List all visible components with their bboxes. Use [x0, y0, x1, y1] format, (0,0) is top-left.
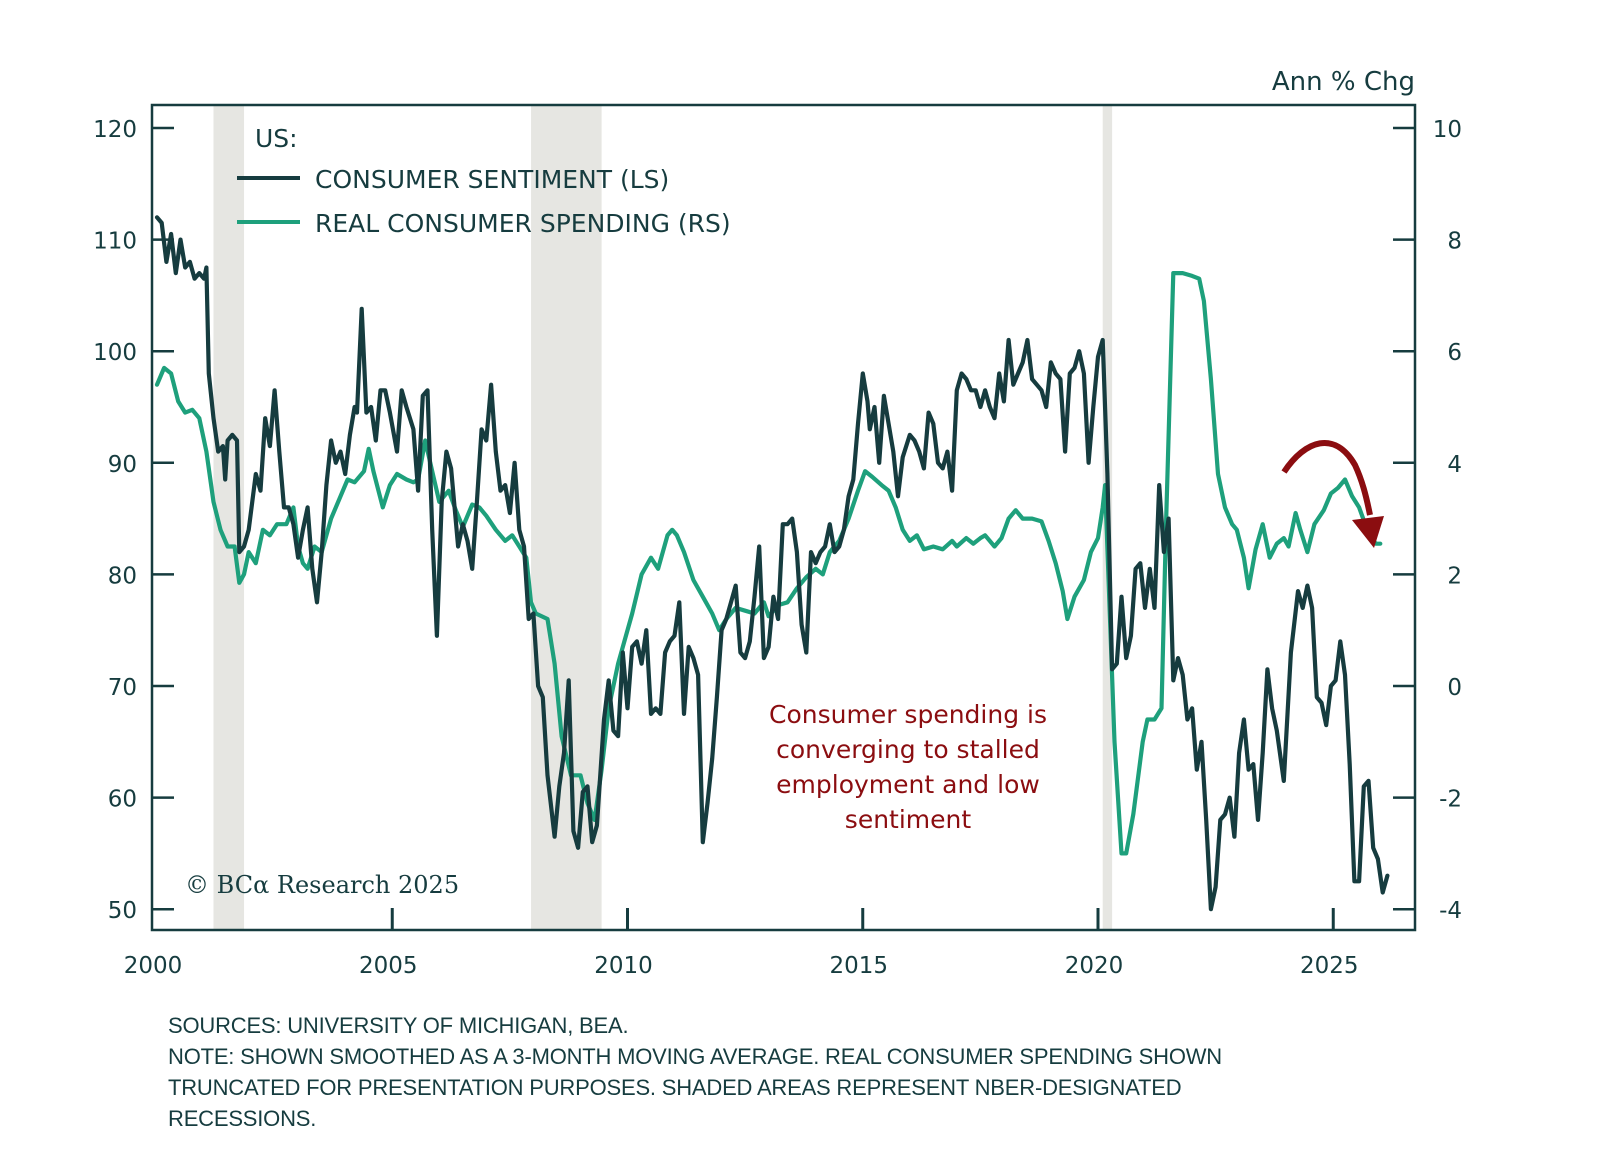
y-right-tick-label: 0: [1447, 675, 1462, 701]
y-left-tick-label: 90: [108, 452, 137, 478]
annotation-line: converging to stalled: [776, 735, 1040, 764]
y-right-tick-label: 2: [1447, 563, 1462, 589]
annotation-arrow: [1281, 440, 1384, 548]
watermark: © BCα Research 2025: [185, 871, 459, 899]
y-right-tick-label: 4: [1447, 452, 1462, 478]
annotation-line: Consumer spending is: [769, 700, 1047, 729]
x-tick-label: 2020: [1065, 953, 1124, 979]
y-left-tick-label: 80: [108, 563, 137, 589]
y-right-tick-label: 10: [1433, 117, 1462, 143]
y-left-tick-label: 50: [108, 898, 137, 924]
plot-frame: [150, 103, 1417, 932]
y-left-tick-label: 100: [93, 340, 137, 366]
legend-label-spending: REAL CONSUMER SPENDING (RS): [315, 209, 731, 238]
arrow-curve: [1281, 440, 1373, 516]
y-left-tick-label: 120: [93, 117, 137, 143]
legend-header: US:: [255, 124, 298, 153]
x-tick-label: 2000: [124, 953, 183, 979]
note-line: RECESSIONS.: [168, 1106, 317, 1131]
right-axis-unit-label: Ann % Chg: [1272, 67, 1415, 97]
series-lines: [154, 215, 1390, 912]
x-tick-label: 2015: [829, 953, 888, 979]
y-left-tick-label: 110: [93, 229, 137, 255]
annotation-line: sentiment: [845, 805, 972, 834]
chart: 120 110 100 90 80 70 60 50 10 8 6 4 2 0 -2 -4 2000 2005 20…: [93, 67, 1462, 979]
y-left-tick-label: 70: [108, 675, 137, 701]
note-line: TRUNCATED FOR PRESENTATION PURPOSES. SHA…: [168, 1075, 1182, 1100]
x-tick-label: 2010: [594, 953, 653, 979]
series-line-consumer-sentiment: [154, 215, 1390, 912]
annotation-line: employment and low: [776, 770, 1040, 799]
note-line: NOTE: SHOWN SMOOTHED AS A 3-MONTH MOVING…: [168, 1044, 1222, 1069]
y-right-tick-label: 6: [1447, 340, 1462, 366]
y-right-tick-label: -2: [1439, 787, 1462, 813]
legend: US: CONSUMER SENTIMENT (LS) REAL CONSUME…: [237, 124, 731, 238]
x-tick-label: 2005: [359, 953, 418, 979]
y-left-tick-label: 60: [108, 787, 137, 813]
legend-label-sentiment: CONSUMER SENTIMENT (LS): [315, 165, 669, 194]
y-right-tick-label: -4: [1439, 898, 1462, 924]
x-tick-label: 2025: [1300, 953, 1359, 979]
sources-text: SOURCES: UNIVERSITY OF MICHIGAN, BEA.: [168, 1013, 629, 1038]
annotation-text: Consumer spending is converging to stall…: [769, 700, 1047, 834]
arrow-head-icon: [1352, 516, 1384, 548]
footer: SOURCES: UNIVERSITY OF MICHIGAN, BEA. NO…: [168, 1010, 1468, 1134]
y-right-tick-label: 8: [1447, 229, 1462, 255]
plot-border: [150, 103, 1417, 932]
